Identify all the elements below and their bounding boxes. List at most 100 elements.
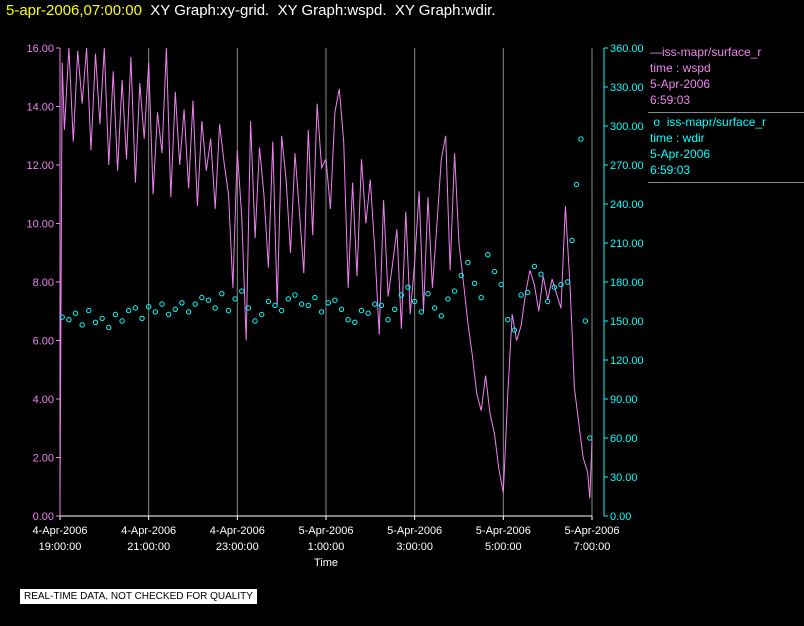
data-point-wdir — [385, 317, 391, 323]
left-axis-tick-label: 10.00 — [26, 219, 54, 231]
left-axis-tick-label: 14.00 — [26, 102, 54, 114]
data-point-wdir — [106, 324, 112, 331]
data-point-wdir — [518, 292, 524, 298]
data-point-wdir — [485, 252, 491, 258]
data-point-wdir — [259, 311, 265, 318]
data-point-wdir — [86, 307, 92, 314]
data-point-wdir — [192, 301, 198, 307]
data-point-wdir — [219, 291, 225, 297]
right-axis-tick-label: 120.00 — [610, 355, 644, 367]
right-axis-tick-label: 330.00 — [610, 82, 644, 94]
data-point-wdir — [139, 315, 145, 322]
right-axis-tick-label: 240.00 — [610, 199, 644, 211]
data-point-wdir — [239, 288, 245, 294]
timestamp-title: 5-apr-2006,07:00:00 — [6, 2, 142, 19]
legend-wdir-var: time : wdir — [650, 131, 705, 145]
x-axis-tick-label-time: 5:00:00 — [485, 541, 522, 553]
left-axis-tick-label: 16.00 — [26, 43, 54, 55]
data-point-wdir — [278, 307, 285, 314]
right-axis-tick-label: 30.00 — [610, 472, 638, 484]
data-point-wdir — [431, 305, 438, 311]
left-axis-tick-label: 2.00 — [33, 453, 54, 465]
legend-entry-wdir: o iss-mapr/surface_r time : wdir 5-Apr-2… — [650, 114, 804, 178]
legend-wspd-name: —iss-mapr/surface_r — [650, 45, 762, 59]
x-axis-tick-label-date: 5-Apr-2006 — [387, 525, 442, 537]
data-point-wdir — [205, 297, 212, 303]
data-point-wdir — [465, 259, 471, 266]
data-point-wdir — [145, 304, 152, 310]
data-point-wdir — [312, 294, 318, 301]
data-point-wdir — [298, 301, 305, 307]
left-axis-tick-label: 6.00 — [33, 336, 54, 348]
data-point-wdir — [425, 291, 431, 297]
data-point-wdir — [544, 298, 551, 305]
right-axis-tick-label: 210.00 — [610, 238, 644, 250]
right-axis-tick-label: 360.00 — [610, 43, 644, 55]
data-point-wdir — [538, 271, 544, 277]
data-point-wdir — [172, 306, 178, 312]
x-axis-tick-label-date: 5-Apr-2006 — [298, 525, 353, 537]
right-axis-tick-label: 0.00 — [610, 511, 631, 523]
title-row: 5-apr-2006,07:00:00 XY Graph:xy-grid. XY… — [6, 2, 495, 19]
data-point-wdir — [332, 297, 338, 303]
data-point-wdir — [225, 307, 232, 314]
x-axis-tick-label-time: 1:00:00 — [308, 541, 345, 553]
data-point-wdir — [79, 322, 85, 328]
data-point-wdir — [179, 300, 185, 306]
quality-notice: REAL-TIME DATA, NOT CHECKED FOR QUALITY — [20, 589, 257, 604]
data-point-wdir — [72, 310, 79, 316]
data-point-wdir — [305, 302, 311, 309]
data-point-wdir — [458, 272, 464, 279]
right-axis-tick-label: 90.00 — [610, 394, 638, 406]
data-point-wdir — [199, 294, 205, 301]
data-point-wdir — [99, 315, 105, 322]
legend-divider — [648, 112, 804, 114]
data-point-wdir — [498, 281, 504, 288]
left-axis-tick-label: 4.00 — [33, 394, 54, 406]
data-point-wdir — [66, 317, 72, 323]
data-point-wdir — [405, 284, 411, 290]
data-point-wdir — [59, 314, 65, 320]
data-point-wdir — [245, 305, 252, 311]
data-point-wdir — [159, 301, 165, 307]
x-axis-tick-label-date: 4-Apr-2006 — [121, 525, 176, 537]
x-axis-tick-label-time: 23:00:00 — [216, 541, 259, 553]
data-point-wdir — [573, 181, 580, 188]
legend-divider — [648, 182, 804, 184]
left-axis-tick-label: 12.00 — [26, 160, 54, 172]
data-point-wdir — [345, 317, 351, 323]
data-point-wdir — [112, 311, 119, 318]
data-point-wdir — [365, 310, 371, 316]
data-point-wdir — [292, 292, 298, 298]
right-axis-tick-label: 180.00 — [610, 277, 644, 289]
data-point-wdir — [398, 292, 405, 298]
legend-wdir-time: 6:59:03 — [650, 163, 691, 177]
data-point-wdir — [232, 296, 238, 302]
x-axis-tick-label-time: 19:00:00 — [39, 541, 82, 553]
data-point-wdir — [119, 318, 125, 324]
data-point-wdir — [551, 284, 558, 290]
data-point-wdir — [325, 300, 331, 306]
data-point-wdir — [352, 319, 358, 325]
data-point-wdir — [578, 136, 584, 142]
legend-wdir-name: o iss-mapr/surface_r — [650, 115, 767, 129]
right-axis-tick-label: 300.00 — [610, 121, 644, 133]
data-point-wdir — [212, 305, 218, 311]
data-point-wdir — [569, 237, 575, 244]
x-axis-tick-label-date: 5-Apr-2006 — [476, 525, 531, 537]
data-point-wdir — [587, 435, 593, 441]
data-point-wdir — [378, 302, 385, 309]
data-point-wdir — [505, 317, 511, 323]
data-point-wdir — [318, 309, 325, 315]
data-point-wdir — [252, 318, 258, 324]
data-point-wdir — [132, 305, 139, 311]
left-axis-tick-label: 8.00 — [33, 277, 54, 289]
x-axis-tick-label-time: 7:00:00 — [574, 541, 611, 553]
legend-wspd-var: time : wspd — [650, 61, 711, 75]
data-point-wdir — [338, 306, 345, 312]
data-point-wdir — [418, 309, 425, 315]
legend-line-marker: — — [650, 45, 662, 59]
data-point-wdir — [582, 318, 589, 324]
x-axis-tick-label-date: 5-Apr-2006 — [564, 525, 619, 537]
